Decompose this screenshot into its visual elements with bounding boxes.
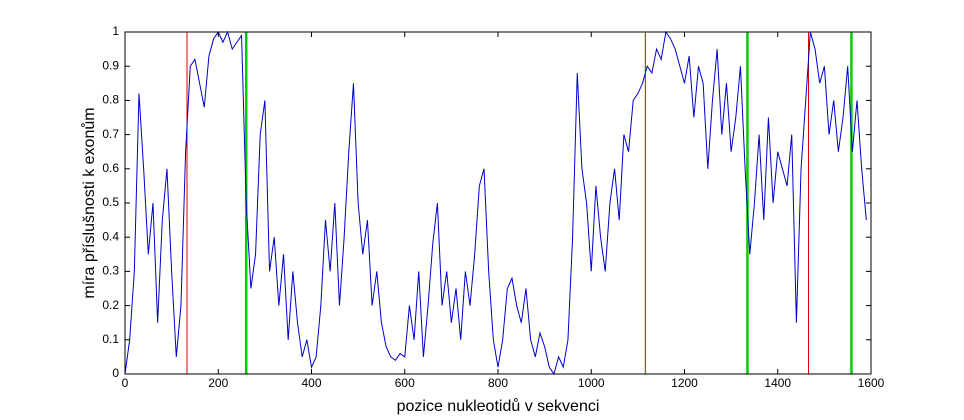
y-tick-label: 0.5	[102, 195, 119, 209]
plot-area	[125, 32, 871, 374]
x-tick-label: 1600	[858, 376, 885, 390]
x-tick-label: 1000	[578, 376, 605, 390]
y-tick-label: 0.9	[102, 58, 119, 72]
x-tick-label: 1400	[764, 376, 791, 390]
y-tick-label: 0.6	[102, 161, 119, 175]
x-tick-label: 200	[208, 376, 228, 390]
data-line	[124, 30, 867, 376]
y-tick-label: 0.4	[102, 229, 119, 243]
x-tick-label: 800	[488, 376, 508, 390]
y-tick-label: 0.1	[102, 332, 119, 346]
x-tick-label: 400	[301, 376, 321, 390]
x-axis-label: pozice nukleotidů v sekvenci	[397, 397, 600, 415]
plot	[124, 30, 867, 376]
y-tick-label: 0.7	[102, 127, 119, 141]
y-tick-label: 0.8	[102, 93, 119, 107]
y-tick-label: 1	[112, 24, 119, 38]
x-tick-label: 0	[122, 376, 129, 390]
y-tick-label: 0.3	[102, 264, 119, 278]
x-tick-label: 1200	[671, 376, 698, 390]
y-tick-label: 0	[112, 366, 119, 380]
y-tick-label: 0.2	[102, 298, 119, 312]
x-tick-label: 600	[395, 376, 415, 390]
y-axis-label: míra příslušnosti k exonům	[80, 107, 98, 298]
